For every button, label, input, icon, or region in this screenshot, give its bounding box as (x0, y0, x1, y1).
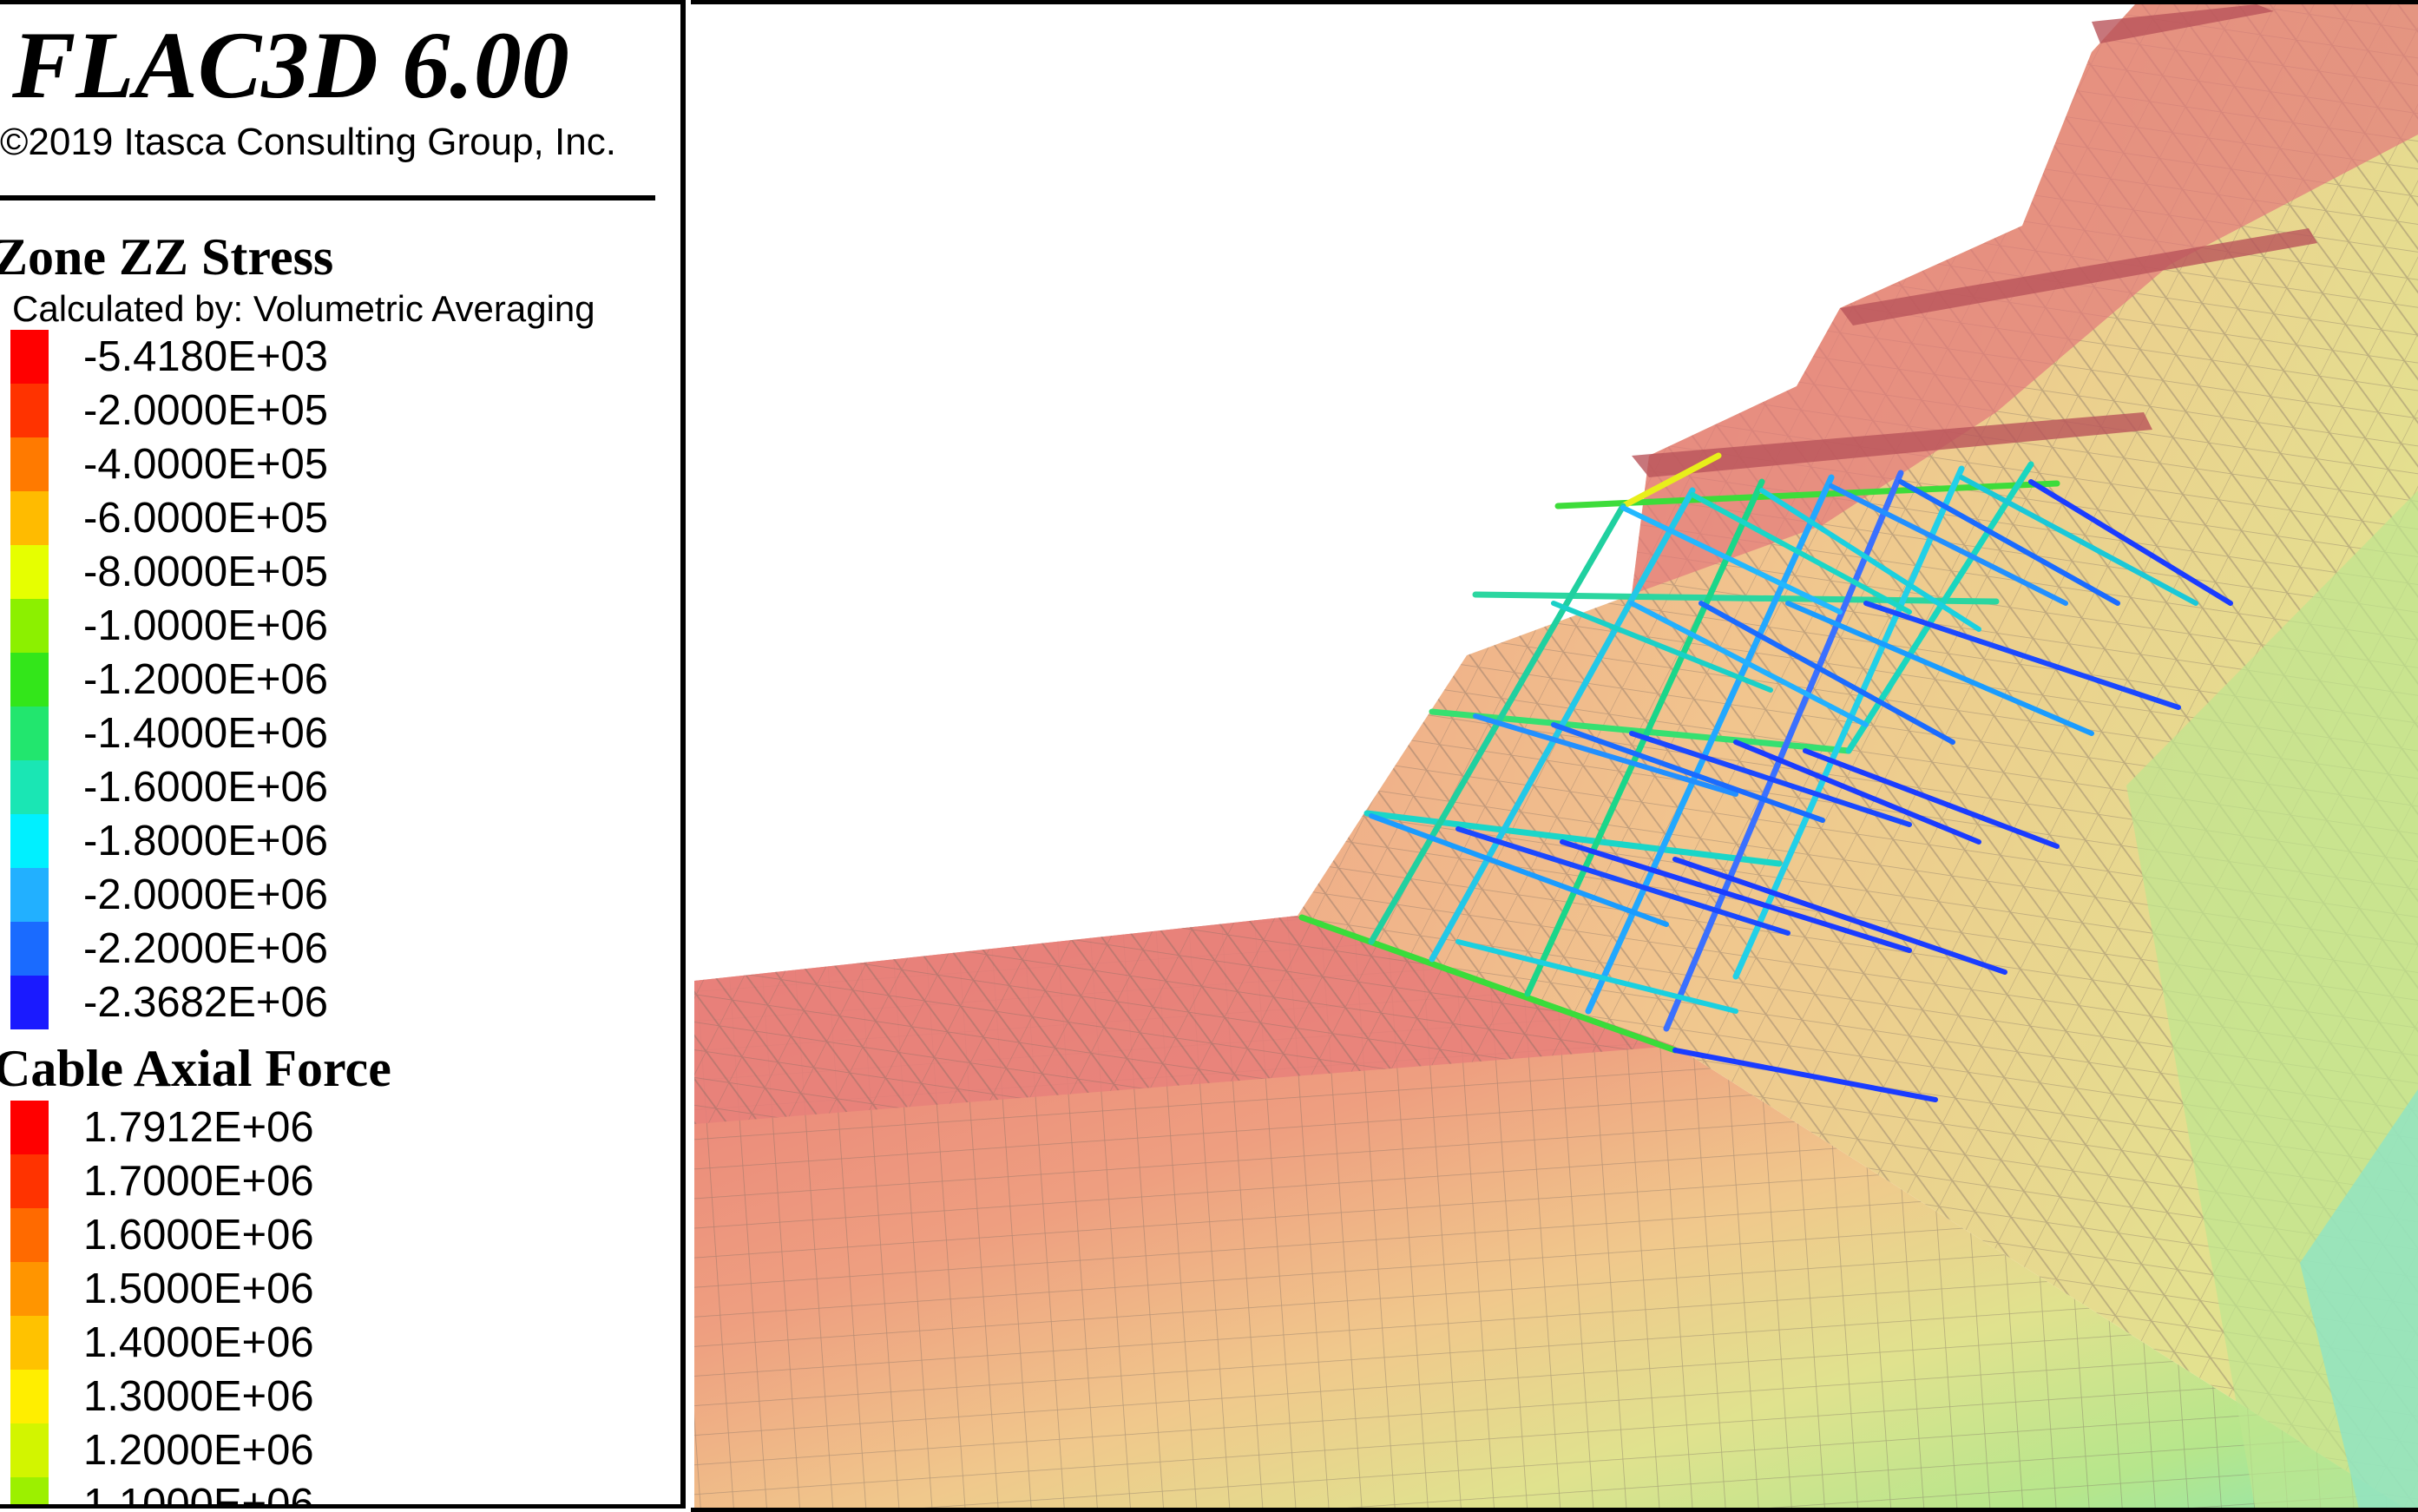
legend-value-label: -4.0000E+05 (83, 441, 328, 488)
legend-swatch (10, 976, 49, 1029)
legend-value-label: 1.6000E+06 (83, 1212, 314, 1259)
legend-swatch (10, 868, 49, 922)
legend-swatch (10, 653, 49, 707)
legend-swatch (10, 437, 49, 491)
legend-swatch (10, 707, 49, 760)
zone-stress-legend-title: Zone ZZ Stress (0, 228, 334, 286)
bench-face-1 (1632, 412, 2152, 477)
legend-swatch (10, 491, 49, 545)
legend-value-label: 1.7000E+06 (83, 1158, 314, 1205)
legend-value-label: 1.1000E+06 (83, 1481, 314, 1509)
legend-swatch (10, 1154, 49, 1208)
legend-value-label: 1.3000E+06 (83, 1373, 314, 1420)
bench-face-2 (1840, 228, 2317, 325)
bench-face-3 (2092, 4, 2274, 43)
legend-value-label: 1.2000E+06 (83, 1427, 314, 1474)
legend-value-label: 1.5000E+06 (83, 1265, 314, 1312)
legend-value-label: -2.0000E+06 (83, 871, 328, 918)
cable-force-value-labels: 1.7912E+06 1.7000E+06 1.6000E+06 1.5000E+06… (83, 1101, 314, 1509)
legend-swatch (10, 1423, 49, 1477)
legend-panel: FLAC3D 6.00 ©2019 Itasca Consulting Grou… (0, 0, 686, 1509)
model-3d-viewport[interactable] (691, 0, 2418, 1512)
legend-value-label: -1.4000E+06 (83, 710, 328, 757)
zone-stress-value-labels: -5.4180E+03 -2.0000E+05 -4.0000E+05 -6.0000… (83, 330, 328, 1029)
legend-swatch (10, 1262, 49, 1316)
legend-swatch (10, 1370, 49, 1423)
legend-value-label: -5.4180E+03 (83, 333, 328, 380)
legend-value-label: -1.2000E+06 (83, 656, 328, 703)
legend-swatch (10, 545, 49, 599)
legend-value-label: 1.7912E+06 (83, 1104, 314, 1151)
legend-value-label: -2.2000E+06 (83, 925, 328, 972)
cable-force-color-scale (10, 1101, 49, 1504)
legend-value-label: 1.4000E+06 (83, 1319, 314, 1366)
legend-divider (0, 195, 655, 201)
legend-value-label: -2.3682E+06 (83, 979, 328, 1026)
cable-anchors (1369, 475, 2233, 1102)
legend-value-label: -6.0000E+05 (83, 495, 328, 542)
copyright-text: ©2019 Itasca Consulting Group, Inc. (0, 121, 616, 163)
legend-swatch (10, 760, 49, 814)
cable-force-legend-title: Cable Axial Force (0, 1040, 391, 1097)
legend-swatch (10, 384, 49, 437)
legend-swatch (10, 922, 49, 976)
legend-swatch (10, 814, 49, 868)
legend-swatch (10, 330, 49, 384)
deep-stress-band (2300, 1089, 2418, 1508)
slope-model-render (691, 4, 2418, 1508)
zone-stress-legend-subtitle: Calculated by: Volumetric Averaging (12, 288, 595, 329)
legend-value-label: -8.0000E+05 (83, 549, 328, 595)
legend-swatch (10, 1101, 49, 1154)
toe-top-mesh (694, 916, 1675, 1124)
legend-swatch (10, 1477, 49, 1504)
app-title: FLAC3D 6.00 (12, 12, 569, 118)
zone-stress-color-scale (10, 330, 49, 1029)
slope-body-mesh (1298, 4, 2418, 1508)
legend-swatch (10, 1208, 49, 1262)
legend-swatch (10, 599, 49, 653)
legend-value-label: -2.0000E+05 (83, 387, 328, 434)
legend-swatch (10, 1316, 49, 1370)
legend-value-label: -1.6000E+06 (83, 764, 328, 811)
legend-value-label: -1.0000E+06 (83, 602, 328, 649)
legend-value-label: -1.8000E+06 (83, 818, 328, 864)
